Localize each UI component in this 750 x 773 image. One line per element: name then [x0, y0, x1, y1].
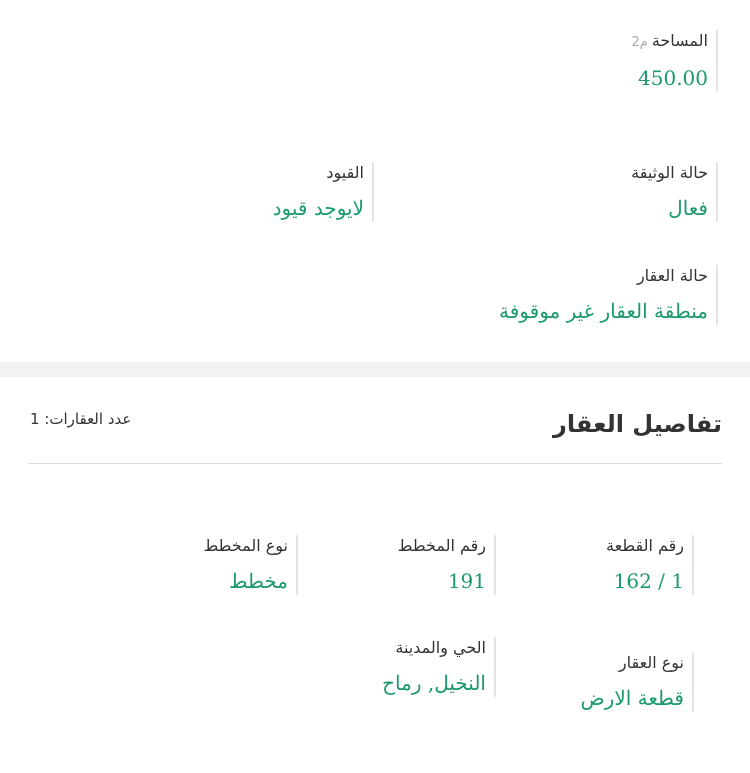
plot-number-field: رقم القطعة 1 / 162 [606, 535, 694, 595]
field-label: رقم المخطط [397, 536, 486, 555]
document-status-value: فعال [668, 196, 708, 220]
field-value: 191 [447, 569, 486, 593]
field-value: مخطط [228, 569, 288, 593]
section-separator [0, 362, 750, 377]
area-field: المساحةم2 450.00 [631, 30, 718, 92]
property-count-value: 1 [30, 410, 40, 428]
field-value: النخيل, رماح [382, 671, 486, 695]
document-status-label: حالة الوثيقة [631, 163, 708, 182]
plan-number-field: رقم المخطط 191 [398, 535, 496, 595]
field-label: رقم القطعة [606, 536, 684, 555]
property-count-label: عدد العقارات: [44, 410, 132, 428]
area-value: 450.00 [638, 66, 708, 90]
field-label: الحي والمدينة [395, 638, 486, 657]
restrictions-value: لايوجد قيود [272, 196, 364, 220]
plan-type-field: نوع المخطط مخطط [203, 535, 298, 595]
field-value: قطعة الارض [580, 686, 685, 710]
property-status-value: منطقة العقار غير موقوفة [499, 299, 708, 323]
property-type-field: نوع العقار قطعة الارض [580, 652, 694, 712]
restrictions-label: القيود [326, 163, 364, 182]
field-value: 1 / 162 [613, 569, 684, 593]
property-count: عدد العقارات: 1 [30, 410, 131, 428]
property-status-label: حالة العقار [636, 266, 708, 285]
district-city-field: الحي والمدينة النخيل, رماح [382, 637, 496, 697]
property-status-field: حالة العقار منطقة العقار غير موقوفة [499, 265, 718, 325]
field-label: نوع العقار [618, 653, 684, 672]
area-unit: م2 [631, 35, 648, 50]
divider [28, 463, 722, 464]
document-status-field: حالة الوثيقة فعال [631, 162, 718, 222]
restrictions-field: القيود لايوجد قيود [273, 162, 374, 222]
section-title: تفاصيل العقار [553, 410, 722, 438]
field-label: نوع المخطط [203, 536, 288, 555]
area-label: المساحة [651, 31, 708, 50]
